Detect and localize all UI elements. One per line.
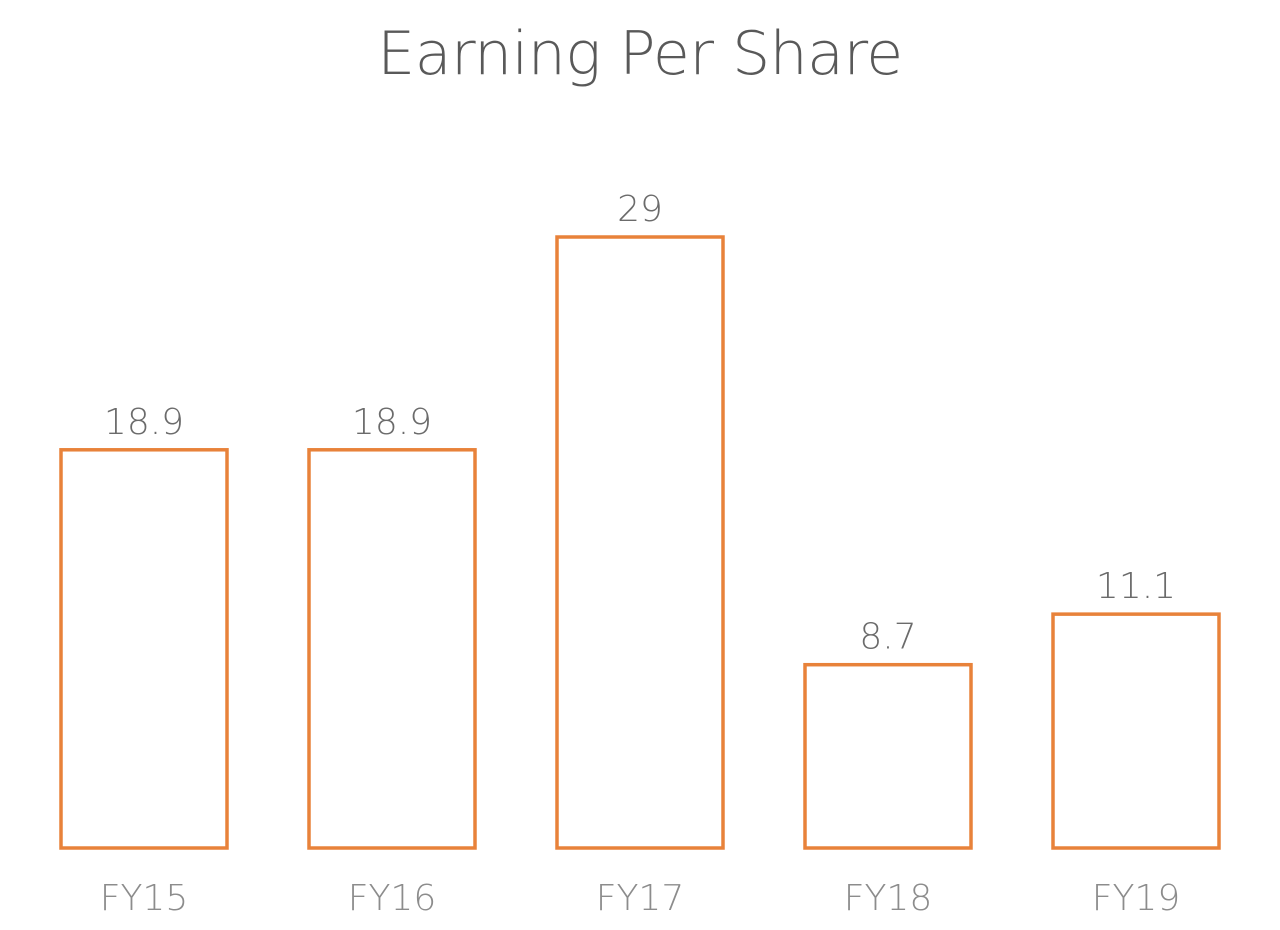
- x-tick-label-fy17: FY17: [596, 878, 685, 919]
- bar-fy18: [803, 662, 973, 850]
- bar-fy19: [1051, 612, 1221, 850]
- data-label-fy15: 18.9: [104, 402, 184, 443]
- bar-fy17: [555, 235, 725, 850]
- data-label-fy17: 29: [617, 189, 663, 230]
- bar-fy15: [59, 448, 229, 850]
- data-label-fy18: 8.7: [859, 617, 916, 658]
- x-tick-label-fy16: FY16: [348, 878, 437, 919]
- chart-title: Earning Per Share: [377, 19, 903, 89]
- x-tick-label-fy15: FY15: [100, 878, 189, 919]
- bar-fy16: [307, 448, 477, 850]
- data-label-fy16: 18.9: [352, 402, 432, 443]
- x-tick-label-fy18: FY18: [844, 878, 933, 919]
- data-label-fy19: 11.1: [1096, 566, 1176, 607]
- x-tick-label-fy19: FY19: [1092, 878, 1181, 919]
